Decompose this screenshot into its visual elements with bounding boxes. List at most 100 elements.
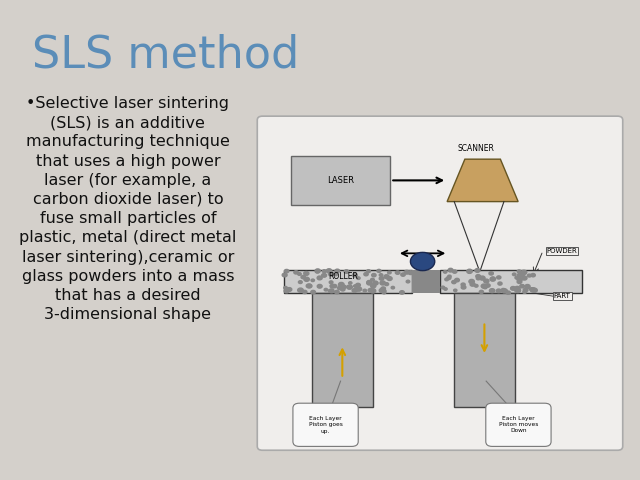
Circle shape (387, 276, 392, 280)
Circle shape (381, 289, 386, 293)
Circle shape (521, 270, 527, 275)
Circle shape (404, 270, 409, 274)
Circle shape (515, 287, 520, 290)
Circle shape (496, 289, 501, 293)
Circle shape (363, 289, 367, 292)
Circle shape (408, 271, 413, 275)
Circle shape (284, 289, 289, 293)
Circle shape (481, 284, 487, 288)
Circle shape (284, 269, 289, 273)
Circle shape (520, 285, 524, 288)
Circle shape (353, 285, 357, 287)
Circle shape (479, 290, 483, 293)
Circle shape (373, 281, 378, 285)
Ellipse shape (410, 252, 435, 271)
Circle shape (329, 289, 334, 293)
Circle shape (284, 287, 287, 289)
Bar (312, 293, 372, 407)
Text: Each Layer
Piston goes
up.: Each Layer Piston goes up. (308, 416, 342, 433)
Polygon shape (447, 159, 518, 202)
Circle shape (334, 273, 337, 276)
Circle shape (515, 288, 520, 292)
Circle shape (401, 273, 405, 276)
Circle shape (316, 270, 319, 273)
Circle shape (454, 289, 457, 291)
Circle shape (372, 274, 376, 277)
Text: Each Layer
Piston moves
Down: Each Layer Piston moves Down (499, 416, 538, 433)
Circle shape (452, 270, 457, 273)
Circle shape (342, 286, 346, 288)
Circle shape (515, 288, 520, 293)
Circle shape (501, 288, 506, 292)
Circle shape (347, 285, 353, 289)
Circle shape (486, 284, 490, 287)
Circle shape (340, 288, 345, 291)
Circle shape (441, 286, 445, 289)
Circle shape (367, 270, 371, 273)
Circle shape (530, 288, 534, 291)
FancyBboxPatch shape (257, 116, 623, 450)
Circle shape (391, 287, 394, 289)
Circle shape (531, 289, 534, 291)
Circle shape (339, 282, 344, 287)
Circle shape (476, 277, 480, 280)
Circle shape (385, 283, 388, 286)
Circle shape (382, 291, 386, 294)
Circle shape (298, 281, 302, 284)
Circle shape (356, 283, 360, 287)
Circle shape (370, 288, 376, 293)
Circle shape (531, 288, 536, 292)
Circle shape (367, 280, 371, 284)
Circle shape (311, 279, 314, 282)
Circle shape (317, 285, 322, 288)
Circle shape (474, 285, 478, 287)
Circle shape (517, 274, 522, 277)
Text: •Selective laser sintering
(SLS) is an additive
manufacturing technique
that use: •Selective laser sintering (SLS) is an a… (19, 96, 237, 322)
Circle shape (335, 290, 339, 294)
Circle shape (497, 276, 501, 279)
Circle shape (315, 269, 320, 273)
Text: PART: PART (554, 293, 570, 299)
Circle shape (303, 290, 307, 294)
Circle shape (524, 288, 528, 292)
Circle shape (484, 279, 489, 283)
Circle shape (448, 268, 453, 272)
Circle shape (467, 269, 472, 274)
Circle shape (356, 277, 360, 279)
Circle shape (470, 282, 475, 286)
Circle shape (502, 289, 508, 293)
Circle shape (304, 272, 309, 276)
Circle shape (461, 283, 465, 286)
Circle shape (330, 284, 335, 288)
Bar (412, 270, 440, 293)
Circle shape (349, 282, 352, 284)
Circle shape (517, 270, 521, 273)
Circle shape (367, 281, 372, 285)
Circle shape (515, 276, 519, 279)
Circle shape (322, 274, 326, 277)
Circle shape (498, 282, 502, 285)
Circle shape (301, 276, 305, 279)
Circle shape (523, 290, 527, 293)
Circle shape (371, 278, 374, 281)
Circle shape (527, 274, 531, 277)
Circle shape (532, 288, 538, 292)
Circle shape (369, 288, 373, 291)
Circle shape (317, 276, 322, 280)
Circle shape (490, 288, 495, 293)
Circle shape (380, 277, 384, 280)
Circle shape (380, 288, 385, 293)
Circle shape (476, 275, 481, 278)
Circle shape (444, 288, 447, 290)
Circle shape (475, 269, 480, 272)
Circle shape (355, 288, 358, 291)
Circle shape (517, 280, 522, 284)
Circle shape (520, 285, 524, 287)
Circle shape (491, 277, 495, 280)
Circle shape (469, 279, 474, 284)
Circle shape (353, 273, 357, 277)
Circle shape (520, 274, 524, 276)
Circle shape (490, 277, 495, 281)
Circle shape (506, 291, 511, 294)
Circle shape (332, 285, 337, 288)
